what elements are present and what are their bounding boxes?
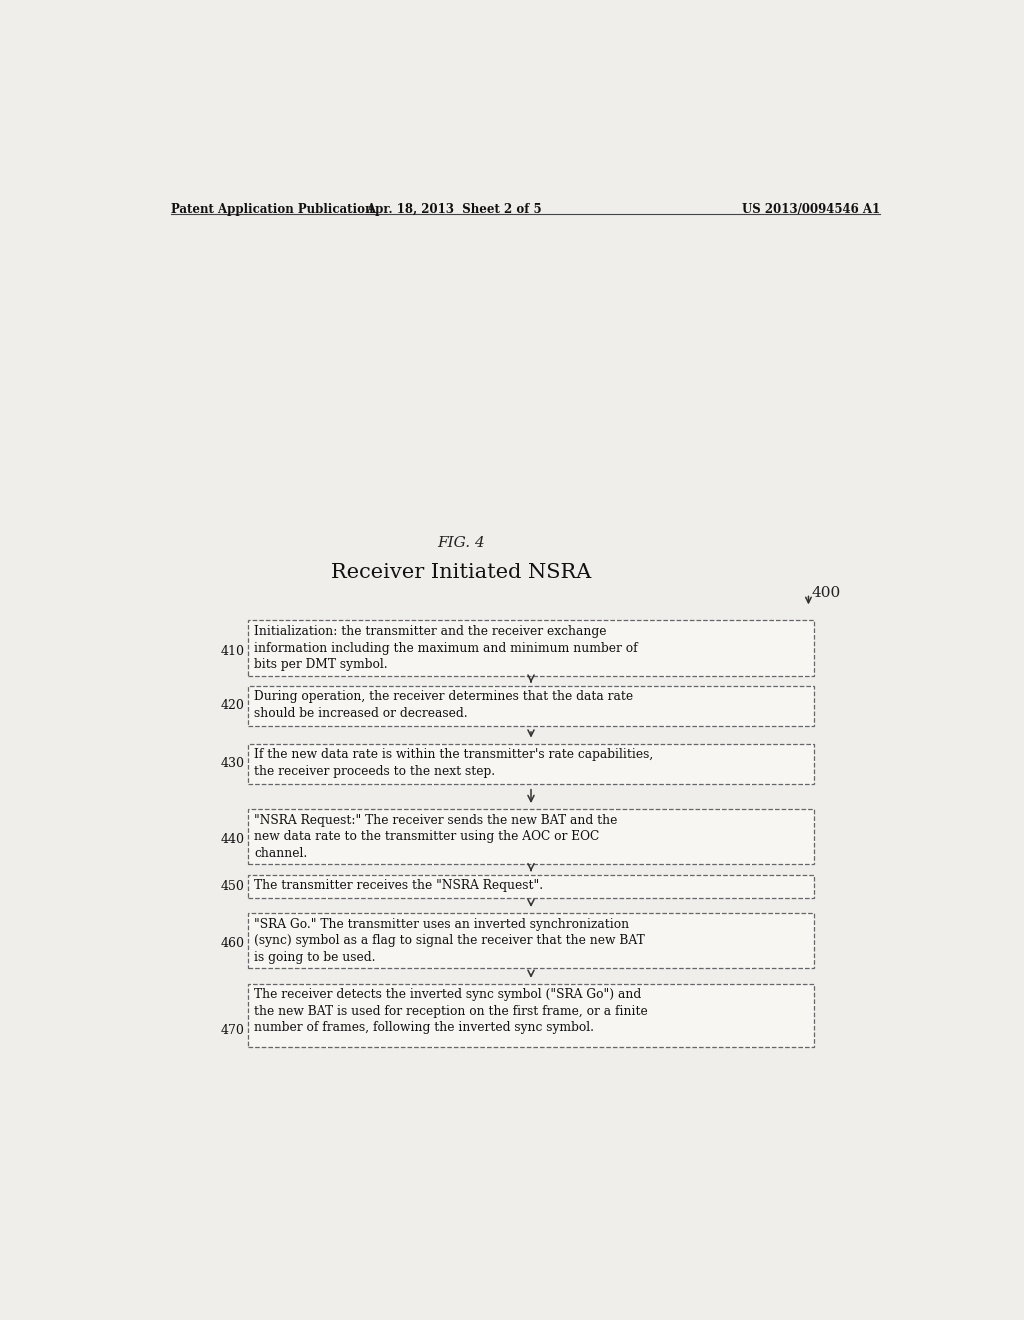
Text: 410: 410 [220,644,245,657]
FancyBboxPatch shape [248,620,814,676]
Text: 450: 450 [220,879,245,892]
Text: 430: 430 [220,758,245,770]
Text: The receiver detects the inverted sync symbol ("SRA Go") and
the new BAT is used: The receiver detects the inverted sync s… [254,989,648,1035]
Text: 470: 470 [220,1023,245,1036]
Text: "SRA Go." The transmitter uses an inverted synchronization
(sync) symbol as a fl: "SRA Go." The transmitter uses an invert… [254,917,645,964]
FancyBboxPatch shape [248,809,814,865]
Text: If the new data rate is within the transmitter's rate capabilities,
the receiver: If the new data rate is within the trans… [254,748,653,777]
Text: Apr. 18, 2013  Sheet 2 of 5: Apr. 18, 2013 Sheet 2 of 5 [366,203,542,216]
FancyBboxPatch shape [248,875,814,898]
Text: "NSRA Request:" The receiver sends the new BAT and the
new data rate to the tran: "NSRA Request:" The receiver sends the n… [254,813,617,859]
Text: During operation, the receiver determines that the data rate
should be increased: During operation, the receiver determine… [254,690,634,719]
Text: The transmitter receives the "NSRA Request".: The transmitter receives the "NSRA Reque… [254,879,544,892]
Text: Patent Application Publication: Patent Application Publication [171,203,373,216]
Text: US 2013/0094546 A1: US 2013/0094546 A1 [741,203,880,216]
Text: Initialization: the transmitter and the receiver exchange
information including : Initialization: the transmitter and the … [254,626,638,671]
FancyBboxPatch shape [248,983,814,1047]
Text: 400: 400 [812,586,841,599]
FancyBboxPatch shape [248,913,814,969]
Text: FIG. 4: FIG. 4 [437,536,485,549]
Text: Receiver Initiated NSRA: Receiver Initiated NSRA [331,562,592,582]
Text: 440: 440 [220,833,245,846]
Text: 420: 420 [220,700,245,713]
FancyBboxPatch shape [248,743,814,784]
Text: 460: 460 [220,937,245,950]
FancyBboxPatch shape [248,686,814,726]
